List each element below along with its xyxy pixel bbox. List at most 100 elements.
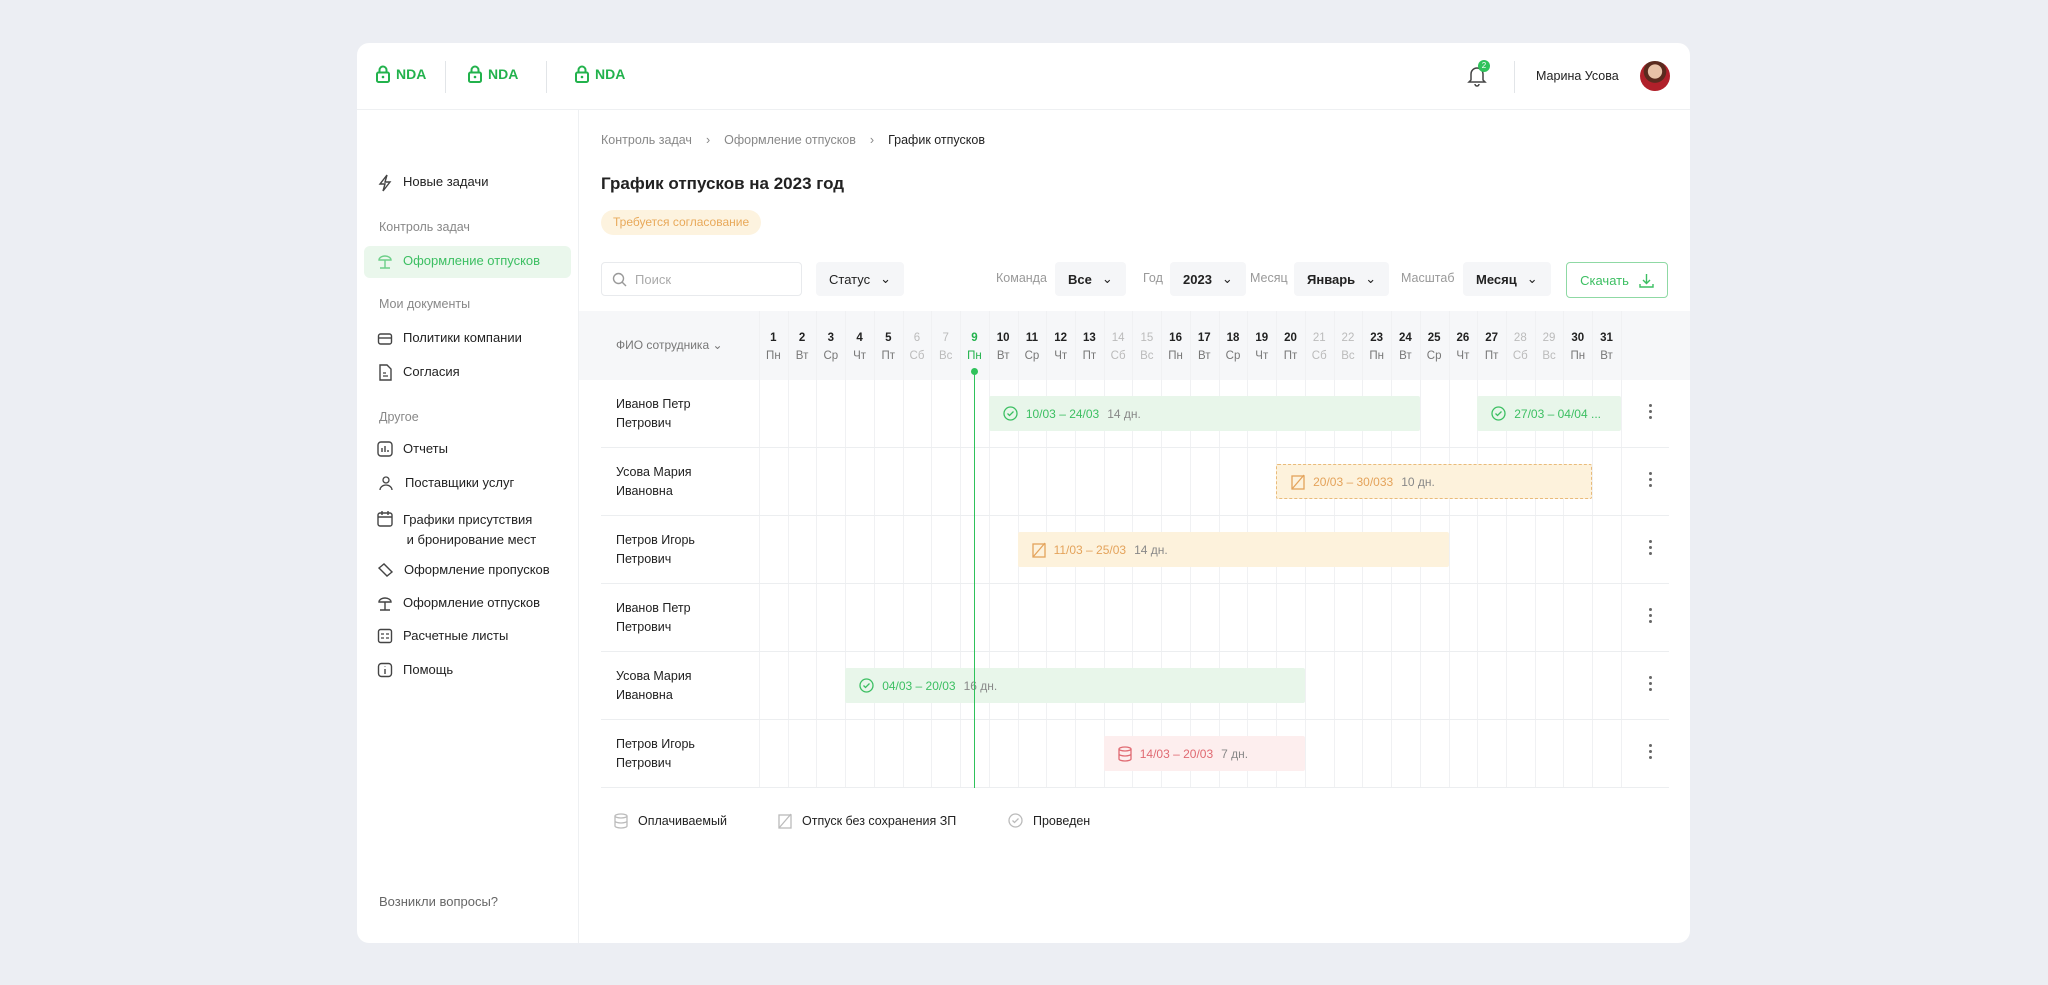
label: Согласия (403, 364, 460, 379)
breadcrumb-item[interactable]: Оформление отпусков (724, 133, 856, 147)
day-number: 5 (885, 332, 892, 344)
team-dropdown[interactable]: Все ⌄ (1055, 262, 1126, 296)
weekday: Ср (1426, 350, 1442, 362)
lock-icon (376, 65, 390, 83)
user-name[interactable]: Марина Усова (1536, 69, 1619, 83)
day-header: 17 Вт (1190, 311, 1219, 380)
sidebar-item-vacations-active[interactable]: Оформление отпусков (377, 253, 540, 269)
year-dropdown[interactable]: 2023 ⌄ (1170, 262, 1246, 296)
day-number: 23 (1370, 332, 1384, 344)
employee-name: Усова Мария Ивановна (616, 463, 692, 501)
weekday: Вт (1600, 350, 1613, 362)
vacation-bar[interactable]: 20/03 – 30/033 10 дн. (1276, 464, 1593, 499)
nda-tab-3[interactable]: NDA (575, 65, 625, 83)
label-line-1: Графики присутствия (403, 512, 533, 527)
chevron-right-icon: › (705, 133, 711, 147)
chevron-right-icon: › (869, 133, 875, 147)
page-title: График отпусков на 2023 год (601, 174, 845, 193)
sidebar-item-passes[interactable]: Оформление пропусков (377, 562, 550, 578)
day-number: 20 (1284, 332, 1297, 344)
sidebar-item-providers[interactable]: Поставщики услуг (377, 475, 514, 491)
more-menu-button[interactable] (1649, 472, 1653, 487)
sidebar-item-vacations[interactable]: Оформление отпусков (377, 595, 540, 611)
employee-name: Петров Игорь Петрович (616, 735, 695, 773)
chevron-down-icon: ⌄ (1526, 271, 1538, 286)
nda-tab-1[interactable]: NDA (376, 65, 426, 83)
day-number: 3 (827, 332, 835, 344)
help-question-link[interactable]: Возникли вопросы? (379, 894, 499, 909)
sidebar-item-attendance[interactable]: Графики присутствия и бронирование мест (377, 510, 536, 550)
day-number: 15 (1140, 332, 1154, 344)
day-header: 9 Пн (960, 311, 989, 380)
divider (1514, 61, 1515, 93)
weekday: Ср (1225, 350, 1241, 362)
grid-line (1620, 311, 1622, 788)
coins-icon (614, 813, 628, 829)
bar-dates: 20/03 – 30/033 (1313, 474, 1394, 489)
label: Статус (829, 271, 871, 287)
weekday: Ср (823, 350, 839, 362)
sidebar-item-new-tasks[interactable]: Новые задачи (377, 174, 488, 192)
download-button[interactable]: Скачать (1566, 262, 1668, 298)
weekday: Чт (1255, 350, 1269, 362)
weekday: Вс (1140, 350, 1154, 362)
weekday: Пн (967, 350, 982, 362)
status-dropdown[interactable]: Статус ⌄ (816, 262, 905, 296)
more-menu-button[interactable] (1649, 676, 1653, 691)
sidebar-item-reports[interactable]: Отчеты (377, 441, 448, 457)
grid-line (931, 311, 933, 788)
weekday: Чт (853, 350, 867, 362)
sidebar-item-help[interactable]: Помощь (377, 662, 453, 678)
today-marker (971, 368, 979, 375)
chevron-down-icon: ⌄ (712, 338, 723, 352)
more-menu-button[interactable] (1649, 744, 1653, 759)
more-menu-button[interactable] (1649, 404, 1653, 419)
day-header: 23 Пн (1362, 311, 1391, 380)
nda-tab-2[interactable]: NDA (468, 65, 518, 83)
label: Оплачиваемый (638, 814, 727, 828)
vacation-bar[interactable]: 11/03 – 25/03 14 дн. (1017, 532, 1449, 567)
day-header: 14 Сб (1104, 311, 1133, 380)
day-number: 28 (1513, 332, 1527, 344)
day-header: 4 Чт (845, 311, 874, 380)
more-menu-button[interactable] (1649, 540, 1653, 555)
vacation-bar[interactable]: 14/03 – 20/03 7 дн. (1103, 736, 1305, 771)
chevron-down-icon: ⌄ (880, 271, 892, 286)
nda-label: NDA (595, 66, 626, 82)
bar-dates: 10/03 – 24/03 (1025, 406, 1100, 421)
table-row: Иванов Петр Петрович (601, 380, 1669, 448)
sidebar-item-policies[interactable]: Политики компании (377, 330, 522, 346)
grid-line (1563, 311, 1565, 788)
search-input[interactable]: Поиск (601, 262, 802, 296)
vacation-bar[interactable]: 10/03 – 24/03 14 дн. (988, 396, 1420, 431)
notifications-button[interactable]: 2 (1467, 60, 1490, 90)
weekday: Вс (939, 350, 953, 362)
weekday: Пн (1369, 350, 1384, 362)
grid-line (1534, 311, 1536, 788)
vacation-bar[interactable]: 27/03 – 04/04 ... (1477, 396, 1621, 431)
day-number: 26 (1456, 332, 1470, 344)
weekday: Вс (1341, 350, 1355, 362)
check-circle-icon (1491, 406, 1506, 421)
day-header: 2 Вт (788, 311, 817, 380)
month-dropdown[interactable]: Январь ⌄ (1294, 262, 1390, 296)
breadcrumb-item[interactable]: Контроль задач (601, 133, 692, 147)
day-number: 17 (1197, 332, 1211, 344)
day-header: 30 Пн (1563, 311, 1592, 380)
sidebar-item-consents[interactable]: Согласия (377, 364, 460, 381)
day-number: 1 (770, 332, 777, 344)
day-header: 10 Вт (989, 311, 1018, 380)
weekday: Чт (1054, 350, 1068, 362)
scale-label: Масштаб (1401, 271, 1455, 285)
vacation-bar[interactable]: 04/03 – 20/03 16 дн. (845, 668, 1305, 703)
name-column-sort[interactable]: ФИО сотрудника ⌄ (616, 338, 723, 352)
day-number: 7 (942, 332, 949, 344)
more-menu-button[interactable] (1649, 608, 1653, 623)
sidebar-item-payslips[interactable]: Расчетные листы (377, 628, 508, 644)
label: Скачать (1580, 272, 1629, 288)
day-header: 25 Ср (1420, 311, 1449, 380)
day-number: 27 (1485, 332, 1498, 344)
scale-dropdown[interactable]: Месяц ⌄ (1463, 262, 1551, 296)
day-header: 21 Сб (1305, 311, 1334, 380)
avatar[interactable] (1640, 61, 1670, 91)
